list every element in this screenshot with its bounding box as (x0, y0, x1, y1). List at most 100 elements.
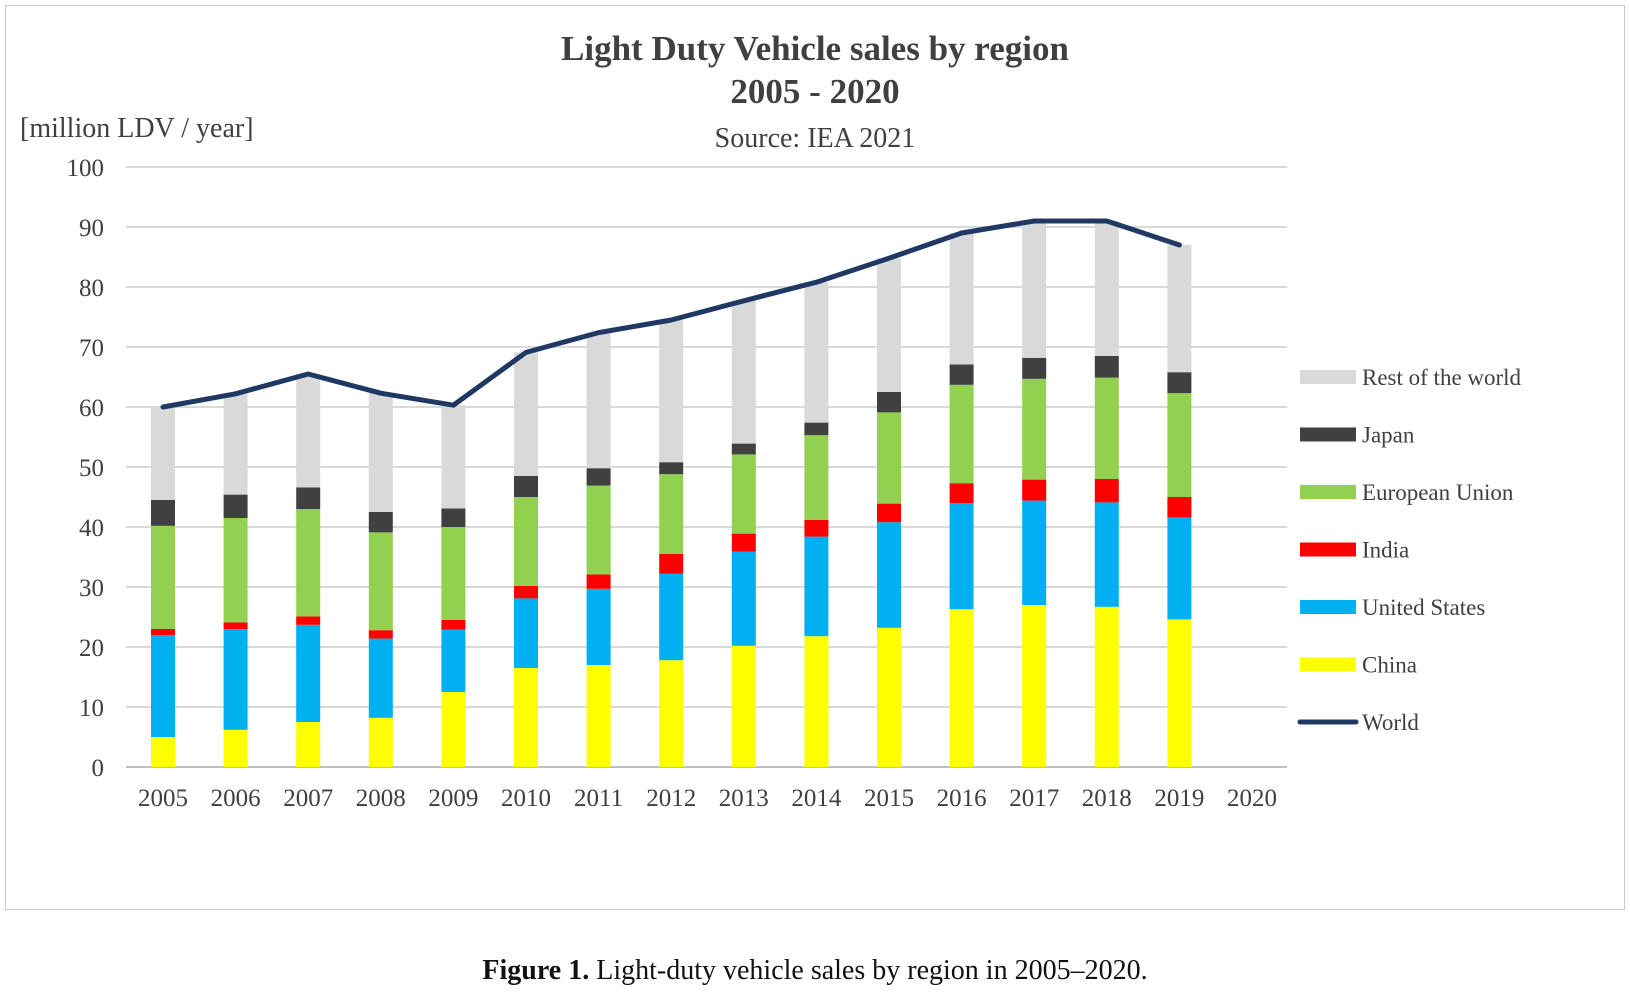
bar-segment-rest-of-the-world (804, 282, 829, 423)
bar-segment-european-union (731, 454, 756, 534)
bar-segment-japan (368, 512, 393, 533)
y-tick-label: 0 (92, 755, 105, 782)
bar-segment-japan (441, 508, 466, 527)
chart-frame (5, 5, 1625, 910)
legend-label: European Union (1362, 480, 1514, 505)
bar-segment-china (731, 645, 756, 767)
bar-segment-india (441, 620, 466, 630)
legend-swatch-india (1300, 542, 1356, 557)
y-tick-label: 70 (79, 335, 104, 362)
bar-segment-japan (1167, 372, 1192, 394)
bar-segment-european-union (586, 485, 611, 575)
bar-segment-united-states (223, 629, 248, 730)
bar-segment-united-states (949, 503, 974, 610)
legend-swatch-rest-of-the-world (1300, 370, 1356, 384)
bar-segment-china (1167, 619, 1192, 767)
bar-segment-china (151, 737, 175, 767)
legend-label: Rest of the world (1362, 365, 1522, 390)
bar-segment-european-union (151, 525, 175, 629)
bar-segment-china (586, 665, 611, 767)
caption-label: Figure 1. (482, 955, 590, 986)
y-tick-label: 50 (79, 455, 104, 482)
x-tick-label: 2018 (1082, 785, 1132, 812)
x-tick-label: 2005 (138, 785, 188, 812)
y-tick-label: 10 (79, 695, 104, 722)
bar-segment-india (731, 533, 756, 552)
bar-segment-rest-of-the-world (368, 393, 393, 512)
x-tick-label: 2013 (719, 785, 769, 812)
legend-swatch-european-union (1300, 485, 1356, 499)
bar-segment-rest-of-the-world (1022, 221, 1047, 358)
bar-segment-china (949, 609, 974, 767)
bar-segment-rest-of-the-world (659, 320, 684, 463)
x-tick-label: 2016 (937, 785, 987, 812)
bar-segment-european-union (1167, 393, 1192, 497)
legend-swatch-united-states (1300, 600, 1356, 614)
bar-segment-united-states (659, 573, 684, 661)
bar-segment-india (949, 483, 974, 503)
x-tick-label: 2011 (574, 785, 623, 812)
bar-segment-japan (514, 476, 538, 497)
bar-segment-rest-of-the-world (151, 407, 175, 500)
bar-segment-india (514, 585, 538, 599)
legend-swatch-japan (1300, 427, 1356, 442)
bar-segment-european-union (296, 509, 321, 617)
x-tick-label: 2014 (791, 785, 842, 812)
bar-segment-united-states (514, 598, 538, 668)
bar-segment-china (223, 729, 248, 767)
bar-segment-rest-of-the-world (514, 352, 538, 476)
bar-segment-united-states (151, 635, 175, 737)
bar-segment-china (514, 668, 538, 767)
bar-segment-rest-of-the-world (223, 393, 248, 495)
bar-segment-european-union (441, 527, 466, 620)
x-tick-label: 2019 (1154, 785, 1204, 812)
bar-segment-european-union (804, 435, 829, 520)
bar-segment-european-union (659, 474, 684, 554)
bar-segment-rest-of-the-world (1094, 221, 1119, 356)
bar-segment-japan (1094, 356, 1119, 378)
bar-segment-united-states (1094, 502, 1119, 607)
bar-segment-united-states (1022, 500, 1047, 605)
bar-segment-rest-of-the-world (949, 233, 974, 365)
x-tick-label: 2007 (283, 785, 333, 812)
y-tick-label: 30 (79, 575, 104, 602)
legend-swatch-china (1300, 657, 1356, 672)
y-tick-label: 100 (67, 155, 105, 182)
bar-segment-india (223, 622, 248, 629)
y-tick-label: 20 (79, 635, 104, 662)
bar-segment-united-states (731, 551, 756, 646)
bar-segment-japan (659, 462, 684, 475)
bar-segment-china (441, 692, 466, 767)
bar-segment-european-union (368, 532, 393, 631)
bar-segment-japan (586, 468, 611, 486)
legend-label: China (1362, 653, 1417, 678)
bar-segment-japan (151, 500, 175, 526)
bar-segment-united-states (1167, 517, 1192, 620)
x-tick-label: 2020 (1227, 785, 1277, 812)
legend-label: India (1362, 538, 1409, 563)
bar-segment-india (151, 629, 175, 635)
bar-segment-united-states (368, 638, 393, 718)
bar-segment-china (368, 717, 393, 767)
bar-segment-rest-of-the-world (1167, 245, 1192, 373)
bar-segment-india (1094, 479, 1119, 503)
bar-segment-european-union (223, 518, 248, 623)
bar-segment-japan (296, 487, 321, 509)
bar-segment-european-union (514, 497, 538, 586)
world-line (160, 218, 1182, 410)
bar-segment-european-union (1094, 377, 1119, 479)
bar-segment-china (1094, 606, 1119, 767)
bar-segment-rest-of-the-world (731, 300, 756, 444)
bar-segment-japan (877, 392, 901, 413)
bar-segment-china (659, 660, 684, 767)
bar-segment-china (877, 627, 901, 767)
bar-segment-china (1022, 605, 1047, 767)
bar-segment-india (659, 554, 684, 574)
bar-segment-india (804, 519, 829, 537)
bar-segment-india (1167, 497, 1192, 518)
legend-label: World (1362, 710, 1419, 735)
x-tick-label: 2010 (501, 785, 551, 812)
x-tick-label: 2008 (356, 785, 406, 812)
bar-segment-united-states (804, 536, 829, 637)
bar-segment-rest-of-the-world (441, 405, 466, 509)
